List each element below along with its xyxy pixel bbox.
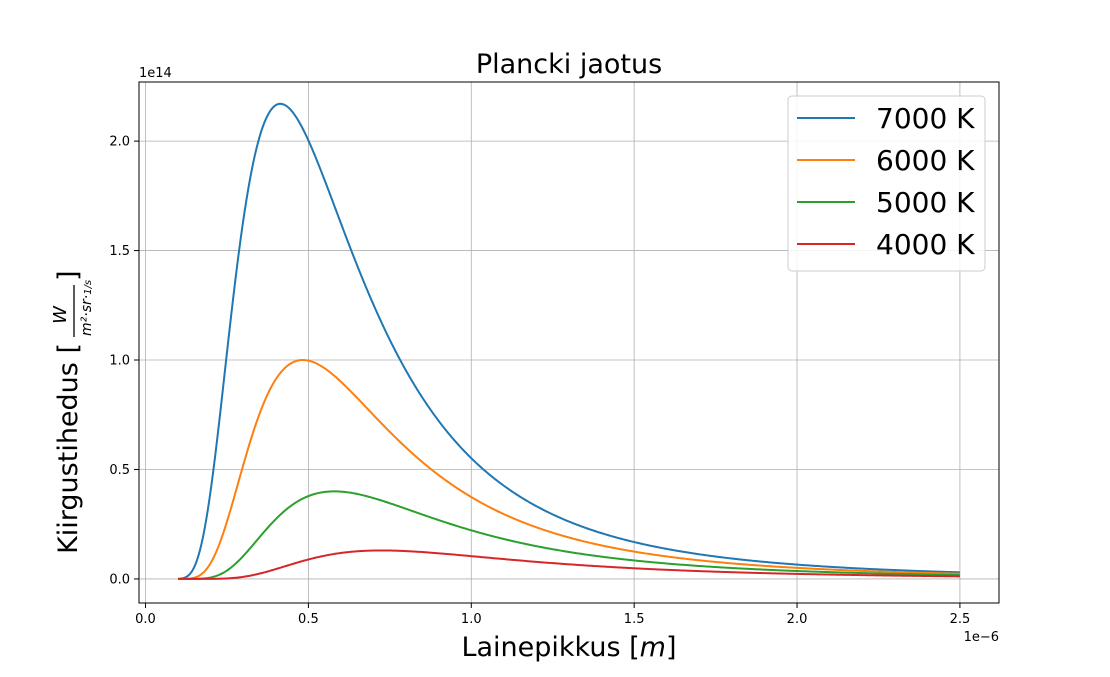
y-axis-unit: W m²·sr·1/s xyxy=(50,280,95,337)
svg-text:Kiirgustihedus [: Kiirgustihedus [ xyxy=(53,343,84,554)
y-tick-label: 2.0 xyxy=(109,135,130,150)
legend-frame xyxy=(787,95,986,272)
y-offset-label: 1e14 xyxy=(139,66,172,81)
series-line-5000 xyxy=(178,490,960,580)
chart-title: Plancki jaotus xyxy=(476,49,662,80)
plot-area-frame xyxy=(138,81,1000,604)
legend: 7000 K 6000 K 5000 K 4000 K xyxy=(787,95,986,272)
y-axis-label: Kiirgustihedus [ W m²·sr·1/s ] xyxy=(50,270,95,553)
y-tick-label: 1.5 xyxy=(109,244,130,259)
svg-text:m²·sr·1/s: m²·sr·1/s xyxy=(79,280,95,336)
legend-label-6000: 6000 K xyxy=(876,144,975,177)
x-tick-label: 2.0 xyxy=(787,612,808,627)
y-tick-label: 0.0 xyxy=(109,572,130,587)
x-axis-label: Lainepikkus [m] xyxy=(461,632,676,663)
curves xyxy=(178,102,960,580)
svg-text:]: ] xyxy=(53,270,84,281)
x-tick-label: 0.0 xyxy=(135,612,156,627)
series-line-4000 xyxy=(178,549,960,580)
x-axis-label-text: Lainepikkus xyxy=(461,632,620,663)
series-line-6000 xyxy=(178,358,960,580)
x-tick-label: 1.0 xyxy=(461,612,482,627)
axis-ticks: 0.0 0.5 1.0 1.5 2.0 2.5 0.0 0.5 1.0 1.5 2.0 xyxy=(109,135,970,627)
legend-label-5000: 5000 K xyxy=(876,186,975,219)
x-axis-unit: m xyxy=(640,632,666,663)
y-tick-label: 0.5 xyxy=(109,463,130,478)
y-axis-label-text: Kiirgustihedus xyxy=(53,362,84,554)
legend-label-4000: 4000 K xyxy=(876,228,975,261)
legend-label-7000: 7000 K xyxy=(876,102,975,135)
x-tick-label: 1.5 xyxy=(624,612,645,627)
x-tick-label: 0.5 xyxy=(298,612,319,627)
series-line-7000 xyxy=(178,102,960,580)
x-tick-label: 2.5 xyxy=(950,612,971,627)
x-offset-label: 1e−6 xyxy=(964,630,999,645)
y-tick-label: 1.0 xyxy=(109,354,130,369)
svg-text:W: W xyxy=(50,305,71,324)
